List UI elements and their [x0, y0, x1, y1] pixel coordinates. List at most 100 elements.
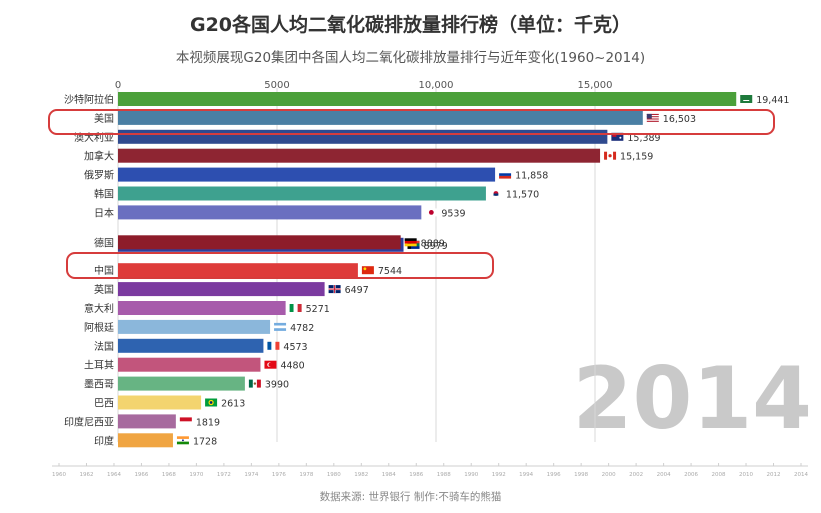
year-watermark: 2014 — [573, 349, 812, 449]
x-tick-label: 5000 — [264, 80, 289, 91]
flag-icon — [425, 208, 438, 217]
highlight-ring-china — [66, 252, 494, 279]
timeline-year-label: 1992 — [492, 472, 506, 478]
category-label: 土耳其 — [84, 359, 114, 372]
category-label: 中国 — [94, 264, 114, 277]
timeline-year-label: 1976 — [272, 472, 286, 478]
category-label: 美国 — [94, 112, 114, 125]
bar — [118, 414, 176, 429]
highlight-ring-usa — [48, 109, 775, 135]
flag-icon — [248, 379, 261, 388]
timeline-year-label: 2012 — [767, 472, 781, 478]
timeline-year-label: 1972 — [217, 472, 231, 478]
flag-icon — [267, 341, 280, 350]
timeline-year-label: 1980 — [327, 472, 341, 478]
bar — [118, 110, 643, 125]
flag-icon — [489, 189, 502, 198]
category-label: 意大利 — [84, 302, 114, 315]
bar — [118, 282, 325, 297]
timeline-year-label: 1990 — [464, 472, 478, 478]
bar — [118, 235, 401, 250]
flag-icon — [611, 132, 624, 141]
flag-icon — [176, 436, 189, 445]
value-label: 11,570 — [506, 190, 539, 201]
value-label: 1819 — [196, 417, 220, 428]
bar — [118, 205, 422, 220]
category-label: 韩国 — [94, 188, 114, 201]
value-label: 8979 — [424, 241, 448, 252]
x-tick-label: 15,000 — [578, 80, 613, 91]
timeline-year-label: 2010 — [739, 472, 753, 478]
bar — [118, 357, 261, 372]
bar — [118, 301, 286, 315]
flag-icon — [274, 322, 287, 331]
timeline-year-label: 2002 — [629, 472, 643, 478]
timeline-year-label: 1960 — [52, 472, 66, 478]
category-label: 印度 — [94, 434, 114, 447]
category-label: 俄罗斯 — [84, 169, 114, 182]
value-label: 6497 — [345, 285, 369, 296]
flag-icon — [499, 170, 512, 179]
flag-icon — [328, 285, 341, 294]
timeline-year-label: 1982 — [354, 472, 368, 478]
bar — [118, 263, 358, 278]
timeline-year-label: 2008 — [712, 472, 726, 478]
category-label: 加拿大 — [84, 150, 114, 163]
category-label: 阿根廷 — [84, 321, 114, 334]
value-label: 16,503 — [663, 114, 696, 125]
value-label: 4782 — [290, 323, 314, 334]
x-tick-label: 0 — [115, 80, 121, 91]
category-label: 沙特阿拉伯 — [64, 93, 114, 106]
timeline-year-label: 1996 — [547, 472, 561, 478]
bar — [118, 148, 601, 163]
timeline-year-label: 1964 — [107, 472, 121, 478]
chart-title: G20各国人均二氧化碳排放量排行榜（单位：千克） — [189, 14, 632, 36]
bar — [118, 338, 264, 353]
timeline-year-label: 2014 — [794, 472, 808, 478]
timeline-year-label: 1978 — [299, 472, 313, 478]
flag-icon — [404, 238, 417, 247]
data-source-note: 数据来源: 世界银行 制作:不骑车的熊猫 — [319, 491, 502, 503]
bar — [118, 376, 245, 391]
timeline-year-label: 1986 — [409, 472, 423, 478]
flag-icon — [646, 113, 659, 122]
value-label: 5271 — [306, 304, 330, 315]
bar — [118, 395, 202, 410]
timeline-year-label: 1966 — [134, 472, 148, 478]
value-label: 8889 — [421, 238, 445, 249]
bar — [118, 319, 271, 334]
category-label: 墨西哥 — [84, 379, 114, 391]
flag-icon — [289, 304, 302, 312]
timeline-year-label: 1970 — [189, 472, 203, 478]
value-label: 4573 — [283, 342, 307, 353]
category-label: 日本 — [94, 206, 114, 219]
category-label: 德国 — [94, 236, 114, 249]
value-label: 1728 — [193, 436, 217, 447]
flag-icon — [361, 266, 374, 275]
bar — [118, 186, 486, 201]
category-label: 印度尼西亚 — [64, 415, 114, 428]
x-tick-label: 10,000 — [419, 80, 454, 91]
bar — [118, 167, 496, 182]
timeline-year-label: 1988 — [437, 472, 451, 478]
value-label: 15,159 — [620, 152, 653, 163]
value-label: 15,389 — [627, 133, 660, 144]
value-label: 2613 — [221, 399, 245, 410]
value-label: 9539 — [441, 208, 465, 219]
timeline-year-label: 1998 — [574, 472, 588, 478]
category-label: 巴西 — [94, 398, 114, 410]
value-label: 3990 — [265, 380, 289, 391]
timeline-year-label: 1968 — [162, 472, 176, 478]
timeline-year-label: 1994 — [519, 472, 533, 478]
flag-icon — [740, 95, 753, 103]
category-label: 英国 — [94, 283, 114, 296]
timeline-year-label: 1974 — [244, 472, 258, 478]
chart-subtitle: 本视频展现G20集团中各国人均二氧化碳排放量排行与近年变化(1960~2014) — [175, 50, 646, 66]
bar — [118, 92, 737, 106]
value-label: 7544 — [378, 266, 402, 277]
bar — [118, 433, 173, 448]
timeline-year-label: 1962 — [79, 472, 93, 478]
timeline-year-label: 2000 — [602, 472, 616, 478]
category-label: 法国 — [94, 340, 114, 353]
flag-icon — [604, 151, 617, 160]
